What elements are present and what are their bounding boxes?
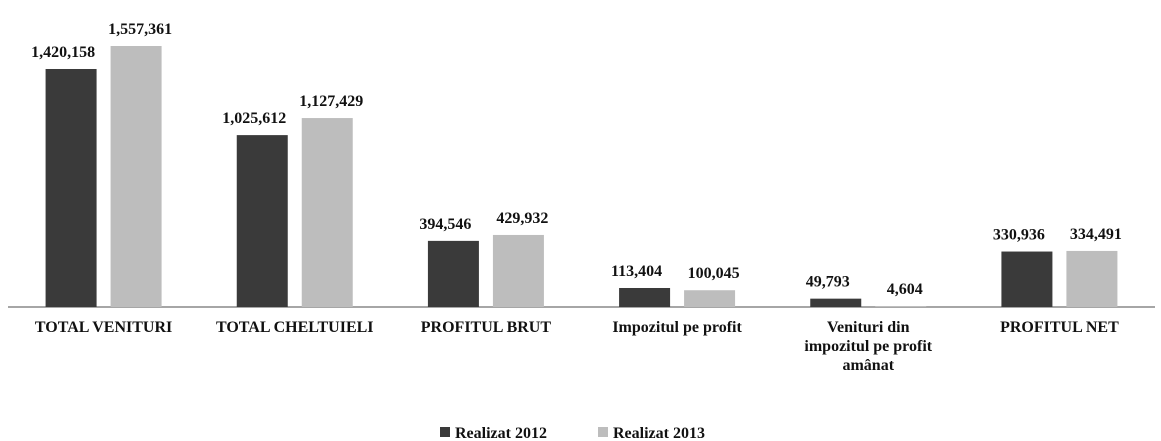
x-tick-label: PROFITUL BRUT: [420, 319, 552, 336]
legend-swatch: [598, 427, 608, 437]
bar: [810, 298, 862, 307]
data-label: 394,546: [419, 216, 471, 233]
bar: [619, 287, 671, 307]
bar: [427, 240, 479, 307]
x-tick-label: Impozitul pe profit: [612, 319, 742, 336]
legend-label: Realizat 2012: [455, 425, 547, 441]
bar: [492, 234, 544, 307]
x-tick-label: Venituri din impozitul pe profit amânat: [804, 319, 933, 374]
bar: [236, 135, 288, 307]
x-tick-label: PROFITUL NET: [1000, 319, 1119, 336]
legend-swatch: [440, 427, 450, 437]
x-tick-label: TOTAL CHELTUIELI: [215, 319, 374, 336]
data-label: 1,025,612: [222, 110, 286, 127]
bar: [1066, 250, 1118, 307]
data-label: 1,127,429: [299, 93, 363, 110]
bar: [875, 306, 927, 307]
bar: [1001, 251, 1053, 307]
data-label: 113,404: [611, 263, 662, 280]
bar: [301, 118, 353, 307]
data-label: 4,604: [887, 281, 923, 298]
data-label: 100,045: [688, 265, 740, 282]
data-label: 334,491: [1070, 226, 1122, 243]
bar: [684, 290, 736, 307]
data-label: 429,932: [496, 210, 548, 227]
data-label: 49,793: [806, 274, 850, 291]
bar: [110, 46, 162, 307]
data-label: 1,420,158: [31, 44, 95, 61]
legend-label: Realizat 2013: [613, 425, 705, 441]
data-label: 330,936: [993, 227, 1045, 244]
bar: [45, 68, 97, 307]
x-tick-label: TOTAL VENITURI: [34, 319, 173, 336]
data-label: 1,557,361: [108, 21, 172, 38]
